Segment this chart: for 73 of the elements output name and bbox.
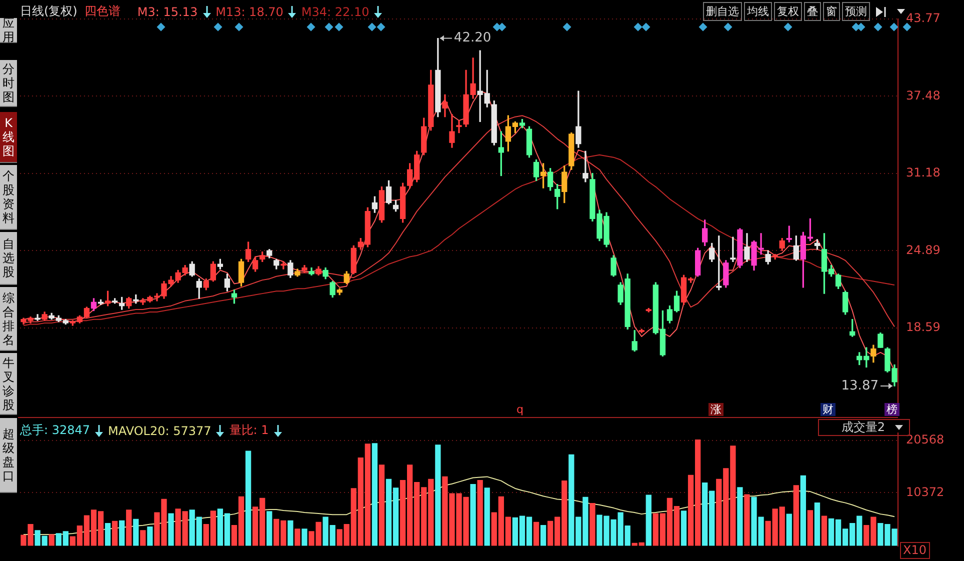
bar — [814, 502, 820, 546]
bar — [737, 487, 743, 546]
bar — [372, 443, 378, 546]
y-tick-label: 20568 — [906, 432, 944, 447]
bar — [680, 510, 687, 546]
text: 自选股 — [2, 237, 16, 279]
candlestick — [582, 150, 588, 182]
y-tick-label: 24.89 — [906, 242, 940, 257]
bar — [533, 522, 540, 546]
text: M3: 15.13 — [137, 4, 198, 18]
bar — [104, 522, 111, 546]
bar — [646, 494, 652, 546]
bar — [168, 513, 174, 546]
bar — [477, 480, 483, 546]
text: X10 — [900, 542, 930, 559]
bar — [540, 524, 546, 546]
bar — [484, 488, 490, 546]
bar — [147, 526, 153, 546]
bar — [294, 528, 300, 546]
text: 涨 — [708, 403, 724, 416]
text: K线图 — [2, 116, 16, 158]
text: 预测 — [842, 2, 870, 21]
text: 分时图 — [0, 62, 17, 104]
y-tick-label: 31.18 — [906, 166, 940, 180]
bar — [266, 511, 272, 546]
text: 财 — [820, 403, 836, 416]
bar — [245, 450, 252, 546]
bar — [744, 494, 750, 546]
bar — [590, 502, 596, 546]
bar — [126, 510, 132, 546]
bar — [470, 484, 476, 546]
y-tick-label: 10372 — [906, 484, 944, 499]
text: 牛叉诊股 — [2, 356, 16, 412]
text: M13: 18.70 — [216, 4, 284, 18]
candlestick — [730, 236, 736, 262]
bar — [302, 528, 308, 546]
text: 应用 — [0, 16, 17, 44]
annotation: 总手: 32847 — [20, 422, 90, 439]
text: 榜 — [884, 403, 900, 416]
annotation: 13.87 — [841, 378, 878, 394]
bar — [435, 444, 441, 546]
annotation: 42.20 — [454, 30, 492, 46]
bar — [821, 516, 828, 546]
text: 个股资料 — [2, 169, 16, 225]
bar — [807, 510, 814, 546]
bar — [786, 514, 792, 546]
bar — [378, 464, 385, 546]
text: q — [516, 403, 524, 416]
text: 叠 — [804, 2, 821, 21]
text: 综合排名 — [2, 290, 16, 346]
bar — [288, 520, 294, 546]
text: 日线(复权) — [20, 3, 78, 20]
text: 窗 — [823, 2, 840, 21]
text: 四色谱 — [83, 3, 122, 20]
bar — [48, 534, 54, 546]
bar — [133, 518, 139, 546]
bar — [112, 520, 118, 546]
annotation: 成交量2 — [841, 419, 885, 436]
y-tick-label: 43.77 — [906, 11, 940, 26]
bar — [140, 530, 146, 546]
text: 复权 — [774, 2, 802, 21]
text: 超级盘口 — [2, 427, 16, 483]
text: 均线 — [744, 2, 772, 21]
bar — [793, 485, 799, 546]
text: M34: 22.10 — [301, 4, 370, 18]
y-tick-label: 37.48 — [906, 88, 940, 102]
annotation: MAVOL20: 57377 — [108, 424, 212, 438]
candlestick — [456, 120, 462, 134]
bar — [119, 520, 125, 546]
text: 删自选 — [703, 2, 742, 21]
bar — [800, 475, 806, 546]
y-tick-label: 18.59 — [906, 320, 940, 334]
annotation: 量比: 1 — [229, 422, 269, 439]
